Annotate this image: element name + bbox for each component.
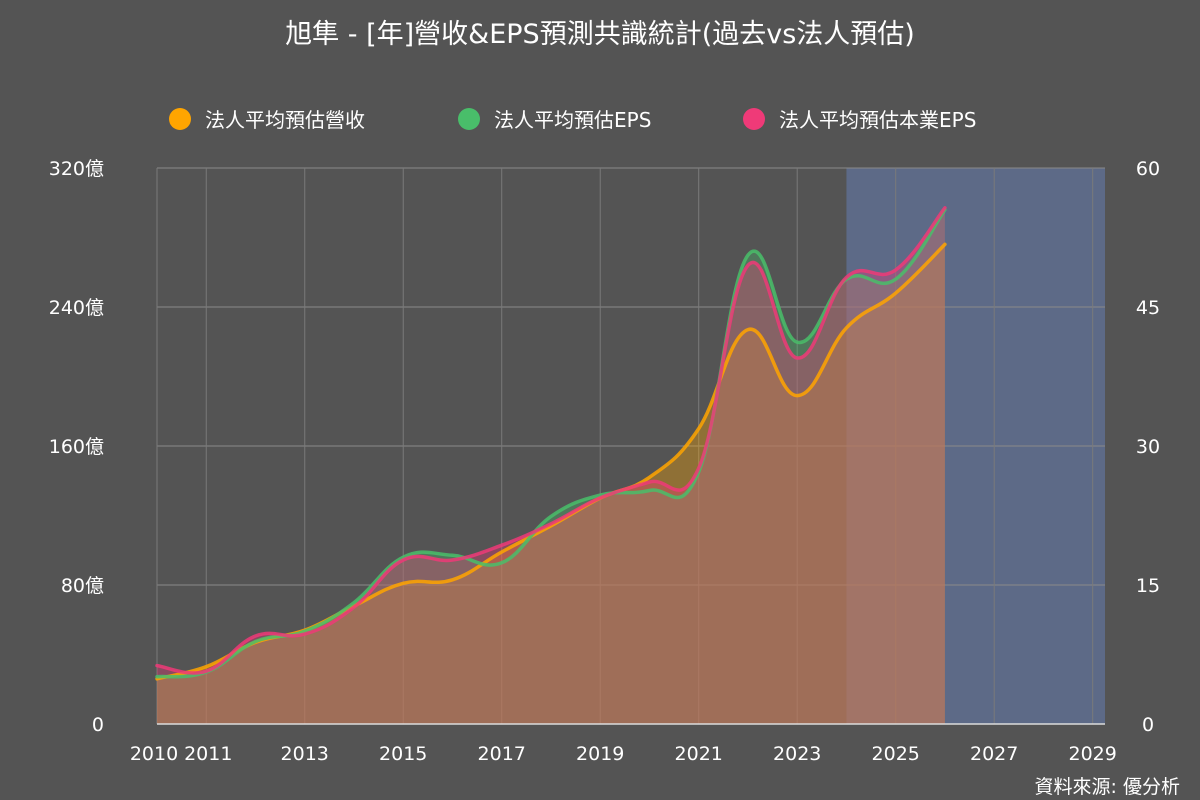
x-tick-label-10: 2029 <box>1069 743 1117 765</box>
y-right-tick-label-1: 15 <box>1136 575 1160 597</box>
legend: 法人平均預估營收 法人平均預估EPS 法人平均預估本業EPS <box>169 108 976 132</box>
y-right-tick-label-0: 0 <box>1142 714 1154 736</box>
series-line-2 <box>155 206 947 675</box>
y-left-tick-label-4: 320億 <box>49 158 104 180</box>
y-left-tick-label-0: 0 <box>92 714 104 736</box>
legend-item-0: 法人平均預估營收 <box>169 108 365 132</box>
legend-item-2: 法人平均預估本業EPS <box>743 108 976 132</box>
y-left-tick-label-3: 240億 <box>49 297 104 319</box>
plot-layer: 0 80億 160億 240億 320億 0 15 30 45 60 2010 2011 2013 201… <box>49 158 1160 765</box>
series-line-1 <box>155 207 947 679</box>
series-area-0 <box>157 244 945 724</box>
x-tick-label-5: 2019 <box>576 743 624 765</box>
y-right-tick-label-4: 60 <box>1136 158 1160 180</box>
y-left-tick-label-2: 160億 <box>49 436 104 458</box>
legend-marker-2 <box>743 108 765 130</box>
x-tick-label-8: 2025 <box>872 743 920 765</box>
y-left-tick-label-1: 80億 <box>61 575 104 597</box>
x-tick-label-6: 2021 <box>675 743 723 765</box>
legend-label-0: 法人平均預估營收 <box>205 108 365 132</box>
x-tick-label-2: 2013 <box>281 743 329 765</box>
x-tick-label-1: 2011 <box>184 743 232 765</box>
legend-item-1: 法人平均預估EPS <box>458 108 651 132</box>
x-tick-label-3: 2015 <box>379 743 427 765</box>
y-right-tick-label-3: 45 <box>1136 297 1160 319</box>
legend-label-1: 法人平均預估EPS <box>494 108 651 132</box>
series-area-2 <box>157 207 945 725</box>
x-tick-label-4: 2017 <box>478 743 526 765</box>
legend-marker-1 <box>458 108 480 130</box>
x-tick-label-7: 2023 <box>773 743 821 765</box>
chart-title: 旭隼 - [年]營收&EPS預測共識統計(過去vs法人預估) <box>285 19 915 50</box>
legend-marker-0 <box>169 108 191 130</box>
x-tick-label-9: 2027 <box>970 743 1018 765</box>
x-tick-label-0: 2010 <box>130 743 178 765</box>
data-source-label: 資料來源: 優分析 <box>1035 776 1180 798</box>
legend-label-2: 法人平均預估本業EPS <box>779 108 976 132</box>
series-area-1 <box>157 209 945 724</box>
y-right-tick-label-2: 30 <box>1136 436 1160 458</box>
